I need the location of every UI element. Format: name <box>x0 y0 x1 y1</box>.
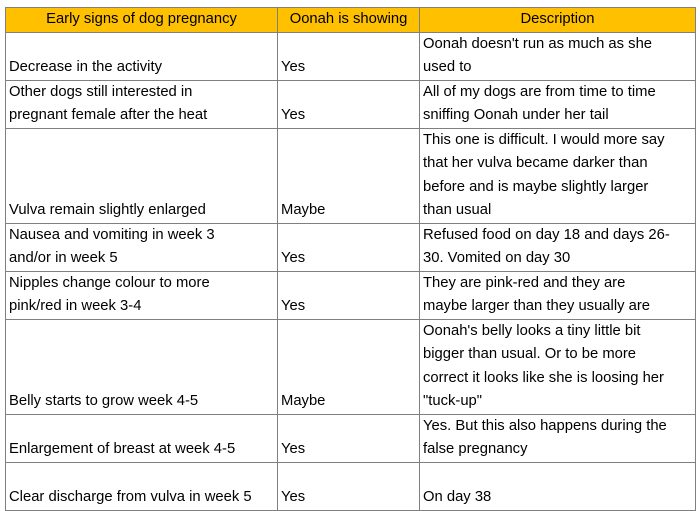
table-row: Other dogs still interested in pregnant … <box>5 79 696 129</box>
header-description: Description <box>419 7 696 33</box>
showing-cell: Maybe <box>277 318 420 415</box>
showing-cell: Yes <box>277 79 420 129</box>
showing-cell: Yes <box>277 270 420 320</box>
table-row: Decrease in the activity Yes Oonah doesn… <box>5 31 696 81</box>
sign-cell: Decrease in the activity <box>5 31 278 81</box>
description-cell: They are pink-red and they are maybe lar… <box>419 270 696 320</box>
pregnancy-signs-table-container: Early signs of dog pregnancy Oonah is sh… <box>5 7 696 511</box>
description-cell: This one is difficult. I would more say … <box>419 127 696 224</box>
sign-cell: Vulva remain slightly enlarged <box>5 127 278 224</box>
sign-cell: Enlargement of breast at week 4-5 <box>5 413 278 463</box>
showing-cell: Yes <box>277 461 420 511</box>
sign-cell: Belly starts to grow week 4-5 <box>5 318 278 415</box>
sign-cell: Nipples change colour to more pink/red i… <box>5 270 278 320</box>
sign-cell: Other dogs still interested in pregnant … <box>5 79 278 129</box>
showing-cell: Yes <box>277 413 420 463</box>
pregnancy-signs-table: Early signs of dog pregnancy Oonah is sh… <box>5 7 696 511</box>
showing-cell: Yes <box>277 31 420 81</box>
sign-cell: Nausea and vomiting in week 3 and/or in … <box>5 222 278 272</box>
showing-cell: Yes <box>277 222 420 272</box>
header-showing: Oonah is showing <box>277 7 420 33</box>
description-cell: On day 38 <box>419 461 696 511</box>
description-cell: Oonah doesn't run as much as she used to <box>419 31 696 81</box>
table-row: Enlargement of breast at week 4-5 Yes Ye… <box>5 413 696 463</box>
table-row: Clear discharge from vulva in week 5 Yes… <box>5 461 696 511</box>
showing-cell: Maybe <box>277 127 420 224</box>
description-cell: All of my dogs are from time to time sni… <box>419 79 696 129</box>
sign-cell: Clear discharge from vulva in week 5 <box>5 461 278 511</box>
table-row: Belly starts to grow week 4-5 Maybe Oona… <box>5 318 696 415</box>
table-row: Vulva remain slightly enlarged Maybe Thi… <box>5 127 696 224</box>
description-cell: Yes. But this also happens during the fa… <box>419 413 696 463</box>
table-row: Nausea and vomiting in week 3 and/or in … <box>5 222 696 272</box>
description-cell: Refused food on day 18 and days 26- 30. … <box>419 222 696 272</box>
description-cell: Oonah's belly looks a tiny little bit bi… <box>419 318 696 415</box>
table-row: Nipples change colour to more pink/red i… <box>5 270 696 320</box>
header-sign: Early signs of dog pregnancy <box>5 7 278 33</box>
header-row: Early signs of dog pregnancy Oonah is sh… <box>5 7 696 33</box>
